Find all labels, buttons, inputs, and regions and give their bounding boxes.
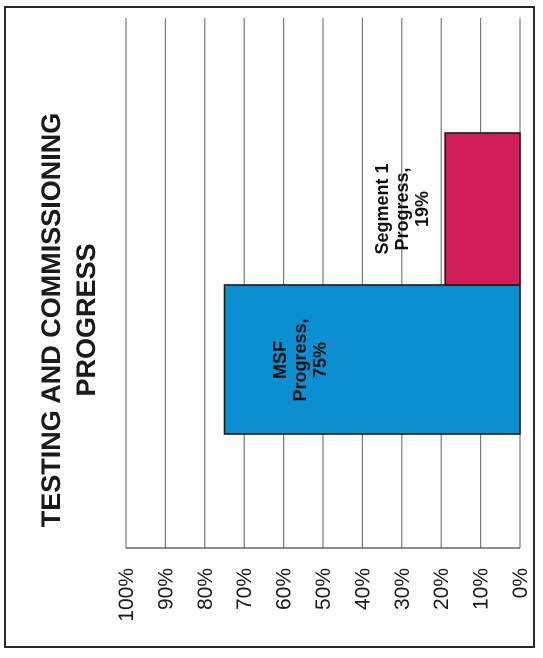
tick-label: 30% xyxy=(391,568,414,610)
tick-label: 90% xyxy=(154,568,177,610)
tick-label: 40% xyxy=(351,568,374,610)
chart-title: PROGRESS xyxy=(71,243,101,396)
data-label: 75% xyxy=(310,342,330,378)
data-label: 19% xyxy=(412,191,432,227)
tick-label: 80% xyxy=(194,568,217,610)
bar-layer xyxy=(223,132,521,435)
data-label: MSF xyxy=(270,341,290,379)
data-label: Progress, xyxy=(392,167,412,250)
tick-label: 100% xyxy=(115,568,138,622)
tick-label: 60% xyxy=(273,568,296,610)
tick-label: 0% xyxy=(509,568,532,598)
title-layer: TESTING AND COMMISSIONING PROGRESS xyxy=(36,113,101,528)
chart-frame xyxy=(4,6,535,648)
bar-segment-1-progress xyxy=(444,132,521,286)
bar-msf-progress xyxy=(223,284,521,435)
tick-label: 50% xyxy=(312,568,335,610)
tick-label: 10% xyxy=(470,568,493,610)
data-label: Segment 1 xyxy=(372,163,392,254)
tick-layer: 0% 10% 20% 30% 40% 50% 60% 70% 80% 90% 100% xyxy=(115,568,532,622)
tick-label: 20% xyxy=(430,568,453,610)
chart-title: TESTING AND COMMISSIONING xyxy=(36,113,66,528)
tick-label: 70% xyxy=(233,568,256,610)
label-layer: MSF Progress, 75%Segment 1 Progress, 19% xyxy=(270,163,432,401)
data-label: Progress, xyxy=(290,318,310,401)
grid-layer xyxy=(125,18,521,548)
